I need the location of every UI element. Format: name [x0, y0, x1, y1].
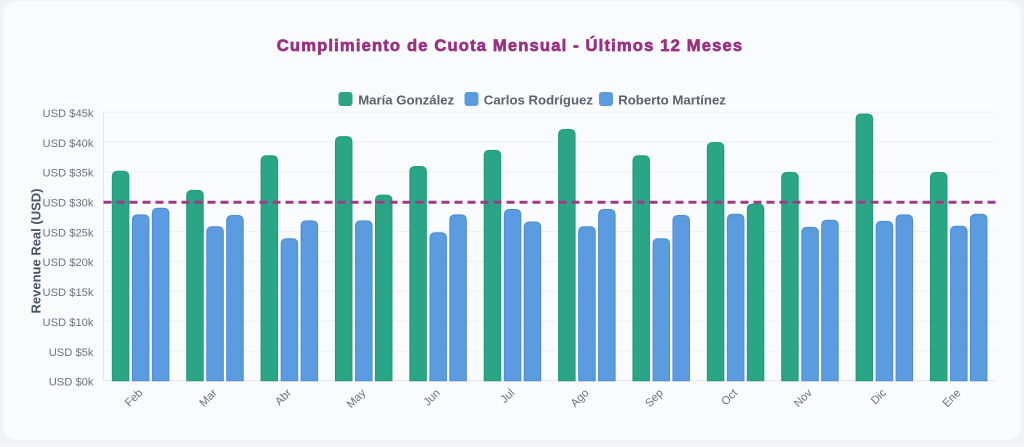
- svg-text:Roberto Martínez: Roberto Martínez: [618, 93, 726, 108]
- svg-text:USD $10k: USD $10k: [43, 317, 94, 329]
- svg-text:María González: María González: [358, 93, 454, 108]
- svg-text:Revenue Real (USD): Revenue Real (USD): [29, 189, 44, 314]
- svg-text:USD $0k: USD $0k: [49, 377, 94, 389]
- svg-text:USD $25k: USD $25k: [43, 227, 94, 239]
- svg-text:Carlos Rodríguez: Carlos Rodríguez: [484, 93, 594, 108]
- svg-text:USD $30k: USD $30k: [43, 198, 94, 210]
- svg-text:USD $5k: USD $5k: [49, 347, 94, 359]
- svg-text:USD $35k: USD $35k: [43, 168, 94, 180]
- svg-text:USD $15k: USD $15k: [43, 287, 94, 299]
- svg-text:Cumplimiento de Cuota Mensual: Cumplimiento de Cuota Mensual - Últimos …: [277, 36, 743, 55]
- svg-text:USD $45k: USD $45k: [43, 108, 94, 120]
- svg-text:USD $40k: USD $40k: [43, 138, 94, 150]
- svg-text:USD $20k: USD $20k: [43, 257, 94, 269]
